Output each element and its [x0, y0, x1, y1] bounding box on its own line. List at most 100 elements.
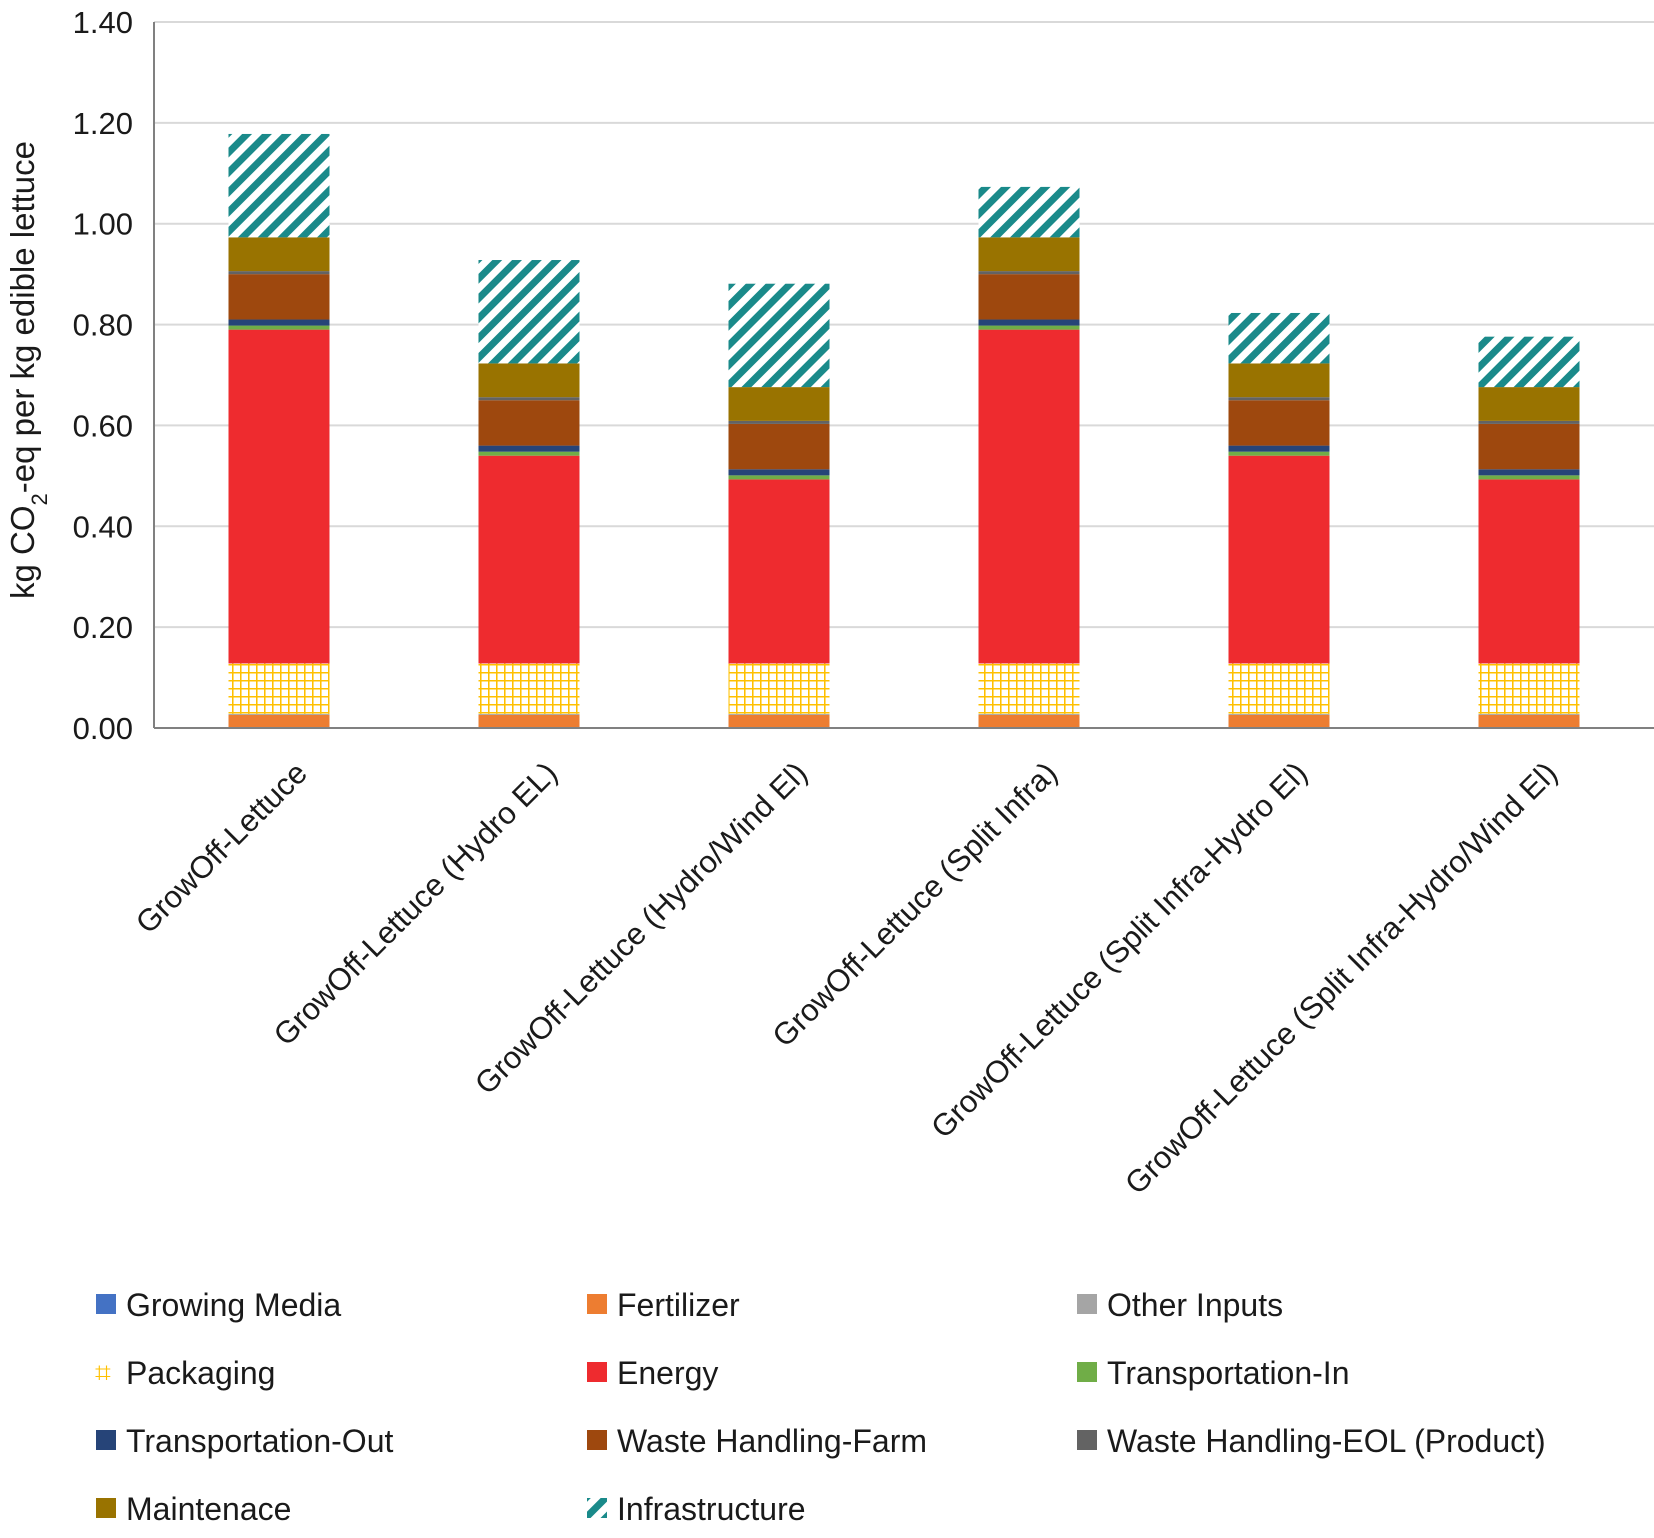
bar-segment-waste-handling-farm — [978, 274, 1080, 320]
bar-segment-waste-handling-eol-product — [728, 420, 830, 424]
bar-segment-packaging — [1228, 663, 1330, 714]
legend-label: Growing Media — [126, 1287, 341, 1323]
bar-segment-maintenace — [1478, 387, 1580, 421]
y-tick-label: 0.60 — [73, 408, 133, 443]
legend-swatch-packaging-glyph: ⌗ — [95, 1357, 111, 1388]
y-tick-label: 0.00 — [73, 711, 133, 746]
bar-segment-maintenace — [1228, 363, 1330, 398]
legend-label: Waste Handling-Farm — [617, 1423, 927, 1459]
y-tick-label: 1.40 — [73, 5, 133, 40]
legend-item: Energy — [587, 1355, 718, 1391]
legend-item: Fertilizer — [587, 1287, 740, 1323]
category-label: GrowOff-Lettuce (Split Infra-Hydro/Wind … — [1118, 755, 1564, 1201]
legend: Growing Media Fertilizer Other Inputs ⌗ Pack… — [95, 1287, 1546, 1527]
legend-label: Transportation-In — [1107, 1355, 1349, 1391]
legend-swatch — [587, 1430, 607, 1450]
legend-item: ⌗ Packaging — [95, 1355, 275, 1391]
bar-segment-transportation-in — [478, 451, 580, 456]
legend-swatch — [96, 1430, 116, 1450]
bar-segment-maintenace — [478, 363, 580, 398]
legend-label: Energy — [617, 1355, 718, 1391]
bar-segment-energy — [228, 329, 330, 664]
bar-segment-transportation-in — [1478, 475, 1580, 480]
bar-segment-waste-handling-eol-product — [1228, 397, 1330, 401]
bar-segment-infrastructure — [728, 283, 830, 388]
bar-segment-infrastructure — [478, 260, 580, 364]
bar-segment-packaging — [978, 663, 1080, 714]
category-label: GrowOff-Lettuce (Split Infra) — [766, 755, 1064, 1053]
bar-segment-maintenace — [978, 237, 1080, 272]
bar-segment-fertilizer — [228, 714, 330, 728]
bar-segment-fertilizer — [478, 714, 580, 728]
bar-segment-maintenace — [728, 387, 830, 421]
bar-segment-other-inputs — [228, 713, 330, 715]
bar-segment-transportation-in — [228, 325, 330, 330]
category-label: GrowOff-Lettuce — [129, 755, 314, 940]
bar-segment-waste-handling-farm — [728, 423, 830, 470]
legend-item: Infrastructure — [587, 1491, 806, 1527]
legend-item: Waste Handling-Farm — [587, 1423, 927, 1459]
category-label: GrowOff-Lettuce (Hydro EL) — [267, 755, 564, 1052]
bar-segment-transportation-out — [978, 319, 1080, 326]
bar-segment-waste-handling-eol-product — [478, 397, 580, 401]
bar-segment-other-inputs — [1228, 713, 1330, 715]
bar-segment-other-inputs — [478, 713, 580, 715]
bar-segment-other-inputs — [978, 713, 1080, 715]
bar-segment-waste-handling-farm — [1228, 400, 1330, 446]
bar-segment-transportation-out — [728, 469, 830, 476]
y-tick-label: 1.00 — [73, 207, 133, 242]
gridlines — [154, 21, 1654, 629]
bar-segment-fertilizer — [978, 714, 1080, 728]
legend-label: Transportation-Out — [126, 1423, 393, 1459]
bar-segment-waste-handling-farm — [1478, 423, 1580, 470]
bar-segment-infrastructure — [1228, 312, 1330, 364]
legend-label: Fertilizer — [617, 1287, 740, 1323]
bar-segment-transportation-in — [1228, 451, 1330, 456]
bar-segment-energy — [1228, 455, 1330, 664]
legend-item: Transportation-Out — [96, 1423, 393, 1459]
legend-swatch — [587, 1294, 607, 1314]
bar-segment-waste-handling-eol-product — [228, 271, 330, 275]
bar-segment-packaging — [478, 663, 580, 714]
bar-segment-energy — [978, 329, 1080, 664]
legend-label: Waste Handling-EOL (Product) — [1107, 1423, 1546, 1459]
legend-item: Transportation-In — [1077, 1355, 1349, 1391]
bar-segment-packaging — [1478, 663, 1580, 714]
legend-label: Infrastructure — [617, 1491, 806, 1527]
y-tick-label: 1.20 — [73, 106, 133, 141]
bar-segment-maintenace — [228, 237, 330, 272]
bar-segment-other-inputs — [728, 713, 830, 715]
bar-segment-transportation-out — [228, 319, 330, 326]
legend-swatch — [587, 1362, 607, 1382]
bar-segment-packaging — [228, 663, 330, 714]
bar-segment-energy — [728, 479, 830, 664]
bar-segment-infrastructure — [978, 186, 1080, 238]
legend-swatch — [587, 1498, 607, 1518]
legend-swatch — [96, 1294, 116, 1314]
legend-swatch — [1077, 1430, 1097, 1450]
bar-segment-waste-handling-eol-product — [978, 271, 1080, 275]
legend-swatch — [1077, 1362, 1097, 1382]
bar-segment-transportation-in — [728, 475, 830, 480]
bar-segment-waste-handling-eol-product — [1478, 420, 1580, 424]
bar-segment-other-inputs — [1478, 713, 1580, 715]
bar-segment-infrastructure — [228, 133, 330, 238]
bar-segment-transportation-in — [978, 325, 1080, 330]
bar-segment-transportation-out — [1228, 445, 1330, 452]
bar-segment-energy — [1478, 479, 1580, 664]
bar-segment-packaging — [728, 663, 830, 714]
bar-segment-waste-handling-farm — [478, 400, 580, 446]
legend-item: Other Inputs — [1077, 1287, 1283, 1323]
bar-segment-waste-handling-farm — [228, 274, 330, 320]
legend-swatch — [96, 1498, 116, 1518]
bars — [228, 133, 1580, 728]
legend-label: Maintenace — [126, 1491, 291, 1527]
bar-segment-transportation-out — [1478, 469, 1580, 476]
legend-item: Growing Media — [96, 1287, 341, 1323]
bar-segment-fertilizer — [1228, 714, 1330, 728]
bar-segment-infrastructure — [1478, 336, 1580, 388]
y-tick-label: 0.80 — [73, 308, 133, 343]
y-tick-label: 0.40 — [73, 509, 133, 544]
